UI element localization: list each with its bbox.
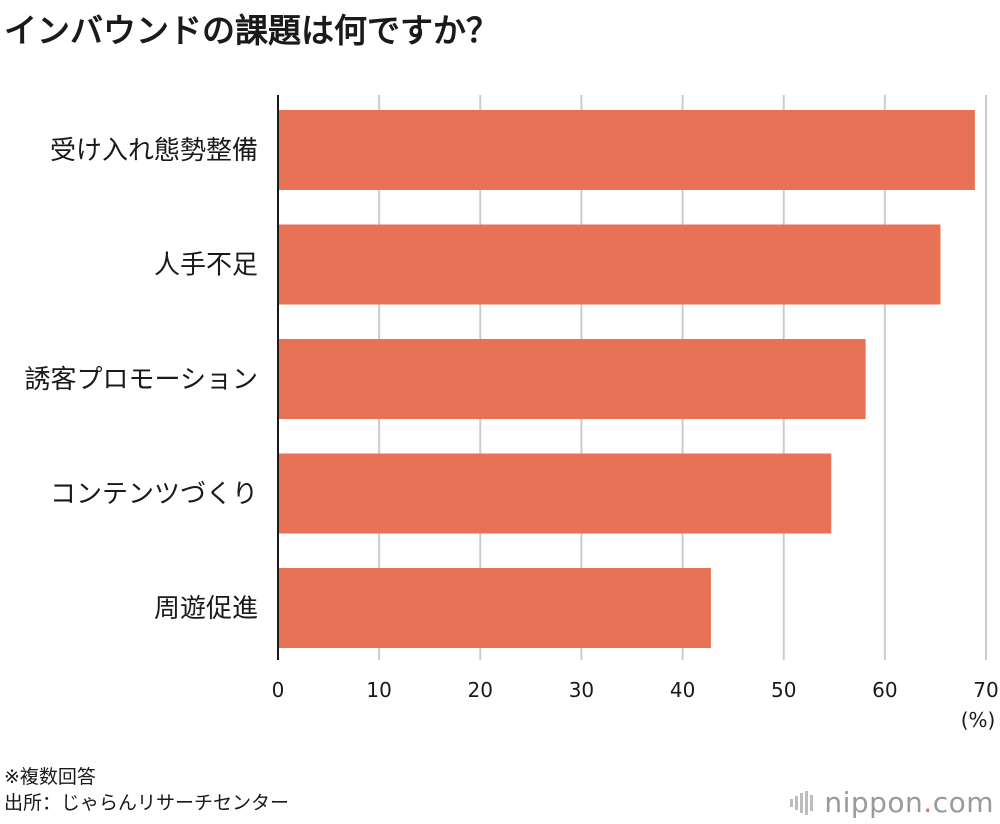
category-label: コンテンツづくり	[50, 480, 258, 510]
x-tick-label: 30	[569, 678, 594, 702]
bars	[278, 110, 975, 648]
x-tick-label: 10	[366, 678, 391, 702]
bar	[278, 224, 941, 305]
footnote-note: ※複数回答	[4, 766, 96, 788]
x-tick-label: 40	[670, 678, 695, 702]
logo-bars-icon	[790, 790, 814, 815]
x-tick-label: 60	[872, 678, 897, 702]
brand-logo: nippon.com	[790, 786, 994, 819]
x-axis-unit-label: (%)	[961, 708, 996, 732]
bar	[278, 453, 832, 534]
footnote-source: 出所：じゃらんリサーチセンター	[4, 792, 290, 814]
category-label: 誘客プロモーション	[25, 365, 258, 395]
x-tick-label: 70	[973, 678, 998, 702]
chart-title: インバウンドの課題は何ですか？	[4, 11, 499, 50]
category-label: 周遊促進	[154, 594, 258, 624]
x-tick-label: 20	[468, 678, 493, 702]
bar	[278, 568, 711, 648]
x-tick-label: 0	[272, 678, 285, 702]
x-tick-label: 50	[771, 678, 796, 702]
brand-name: nippon.com	[824, 786, 994, 819]
footnote: ※複数回答 出所：じゃらんリサーチセンター	[4, 764, 289, 816]
category-label: 受け入れ態勢整備	[50, 136, 258, 166]
x-tick-labels: 0 10 20 30 40 50 60 70	[272, 678, 999, 702]
bar	[278, 339, 866, 419]
bar	[278, 110, 975, 190]
category-label: 人手不足	[154, 251, 258, 281]
